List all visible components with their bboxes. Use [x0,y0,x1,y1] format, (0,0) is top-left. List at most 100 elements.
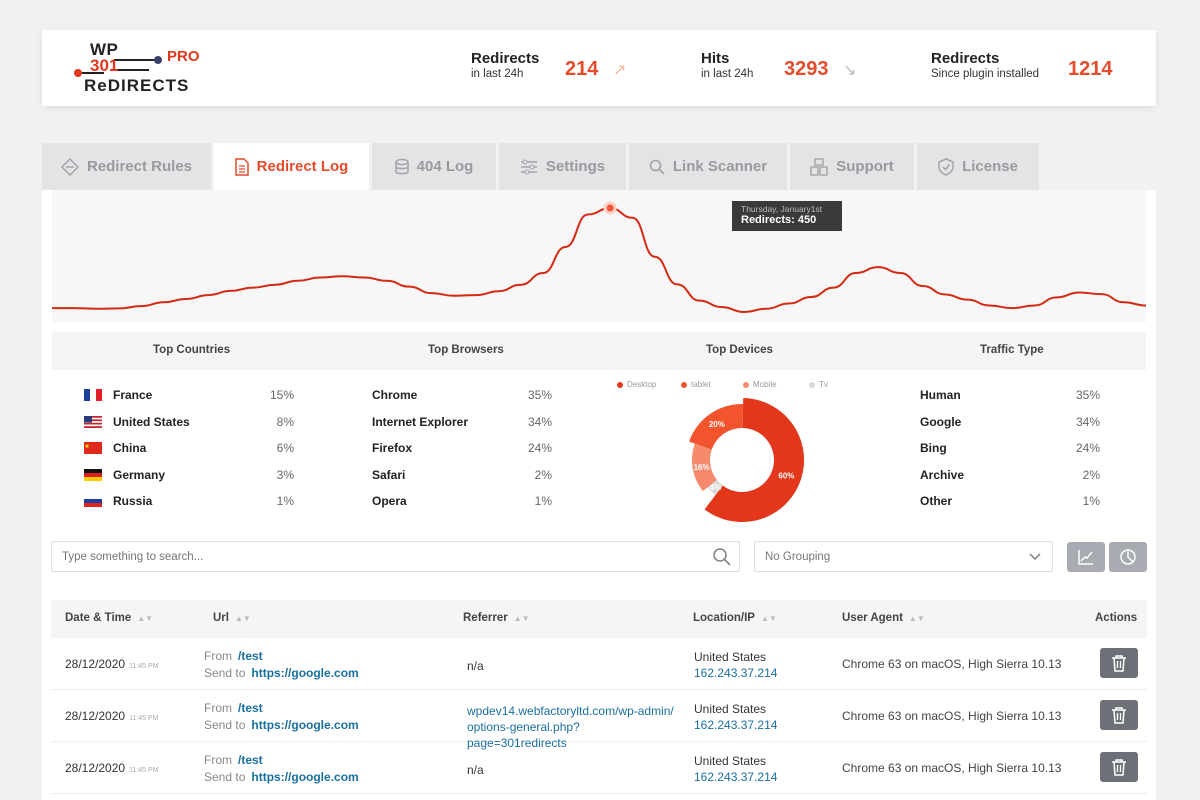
line-chart-view-button[interactable] [1067,542,1105,572]
grouping-select[interactable]: No Grouping [754,541,1053,572]
from-link[interactable]: /test [238,701,263,715]
browser-pct: 35% [527,388,552,402]
send-to-link[interactable]: https://google.com [251,666,359,680]
donut-slice[interactable] [707,479,723,496]
search-input[interactable] [52,542,692,571]
redirects-area-chart[interactable] [52,190,1146,322]
stat-redirects-24h: Redirects in last 24h 214 ↗ [471,50,626,80]
list-item: Firefox 24% [372,441,552,468]
delete-button[interactable] [1100,700,1138,730]
row-url: From/test Send to https://google.com [204,700,359,734]
legend-dot [617,381,623,388]
row-ip[interactable]: 162.243.37.214 [694,770,778,784]
legend-label: tablet [691,380,711,389]
sort-icon: ▲▼ [908,613,925,623]
diamond-arrows-icon [60,157,79,176]
sort-icon: ▲▼ [760,613,777,623]
stat-label: Redirects [931,50,1000,67]
donut-slice[interactable] [689,404,744,450]
shield-icon [938,157,954,176]
slice-label: 4% [710,483,722,492]
country-pct: 6% [276,441,294,455]
donut-slice[interactable] [692,443,717,492]
column-location-ip[interactable]: Location/IP ▲▼ [693,612,777,624]
send-to-link[interactable]: https://google.com [251,718,359,732]
from-link[interactable]: /test [238,649,263,663]
delete-button[interactable] [1100,752,1138,782]
row-time: 11:45 PM [129,715,159,722]
search-icon[interactable] [712,547,731,566]
traffic-name: Archive [920,467,965,482]
pie-chart-view-button[interactable] [1109,542,1147,572]
sliders-icon [520,159,537,174]
legend-label: Desktop [627,380,657,389]
column-user-agent[interactable]: User Agent ▲▼ [842,612,925,624]
row-referrer[interactable]: wpdev14.webfactoryltd.com/wp-admin/ opti… [467,704,674,750]
list-item: Other 1% [920,494,1100,521]
column-label: Url [213,612,229,624]
stat-sublabel: in last 24h [471,68,524,80]
traffic-pct: 34% [1075,414,1100,429]
tab-license[interactable]: License [917,143,1039,190]
slice-label: 60% [778,471,794,480]
stats-section-header: Top Countries Top Browsers Top Devices T… [52,332,1146,370]
devices-donut-chart[interactable]: 60% 4% 16% 20% [674,398,810,522]
traffic-type-heading: Traffic Type [980,344,1044,356]
top-browsers-list: Chrome 35% Internet Explorer 34% Firefox 24… [372,388,552,521]
from-link[interactable]: /test [238,753,263,767]
wp301-logo[interactable]: WP 301 ReDIRECTS PRO [74,40,204,96]
tab-label: Redirect Log [256,158,349,175]
row-date-value: 28/12/2020 [65,657,126,671]
slice-label: 16% [694,463,710,472]
row-date-value: 28/12/2020 [65,709,126,723]
logo-301-text: 301 [90,56,119,75]
column-date-time[interactable]: Date & Time ▲▼ [65,612,153,624]
tab-settings[interactable]: Settings [499,143,626,190]
stat-hits-24h: Hits in last 24h 3293 ↘ [701,50,856,80]
trend-down-icon: ↘ [843,62,857,79]
tab-label: Support [836,158,894,175]
table-row: 28/12/2020 11:45 PM From/test Send to http… [51,638,1147,690]
trash-icon [1112,655,1126,672]
logo-circuit-icon [74,56,162,77]
list-item: Germany 3% [84,468,294,495]
traffic-pct: 2% [1082,467,1100,482]
usa-flag-icon [84,415,102,428]
send-to-label: Send to [204,666,246,680]
search-box [51,541,740,572]
send-to-label: Send to [204,770,246,784]
list-item: Safari 2% [372,468,552,495]
tab-support[interactable]: Support [790,143,914,190]
tab-redirect-log[interactable]: Redirect Log [214,143,369,190]
chart-tooltip: Thursday, January1st Redirects: 450 [732,201,842,231]
country-name: Russia [113,494,153,508]
delete-button[interactable] [1100,648,1138,678]
table-row: 28/12/2020 11:45 PM From/test Send to http… [51,742,1147,794]
browser-pct: 34% [527,414,552,429]
column-referrer[interactable]: Referrer ▲▼ [463,612,530,624]
tab-redirect-rules[interactable]: Redirect Rules [42,143,211,190]
logo-pro-text: PRO [167,48,200,65]
column-url[interactable]: Url ▲▼ [213,612,251,624]
china-flag-icon [84,442,102,454]
highlight-point[interactable] [603,201,617,215]
row-referrer: n/a [467,659,484,673]
line-chart-icon [1078,550,1093,565]
donut-slice[interactable] [704,398,804,522]
log-table-header: Date & Time ▲▼ Url ▲▼ Referrer ▲▼ Location/… [51,600,1147,638]
legend-dot [809,381,815,388]
stat-label: Hits [701,50,730,67]
row-user-agent: Chrome 63 on macOS, High Sierra 10.13 [842,761,1062,775]
tab-404-log[interactable]: 404 Log [372,143,496,190]
row-ip[interactable]: 162.243.37.214 [694,666,778,680]
list-item: Internet Explorer 34% [372,415,552,442]
legend-item: Tv [809,380,828,389]
column-label: User Agent [842,612,903,624]
tab-link-scanner[interactable]: Link Scanner [629,143,787,190]
row-referrer: n/a [467,763,484,777]
browser-name: Internet Explorer [372,414,469,429]
list-item: France 15% [84,388,294,415]
row-ip[interactable]: 162.243.37.214 [694,718,778,732]
traffic-pct: 35% [1075,388,1100,402]
send-to-link[interactable]: https://google.com [251,770,359,784]
